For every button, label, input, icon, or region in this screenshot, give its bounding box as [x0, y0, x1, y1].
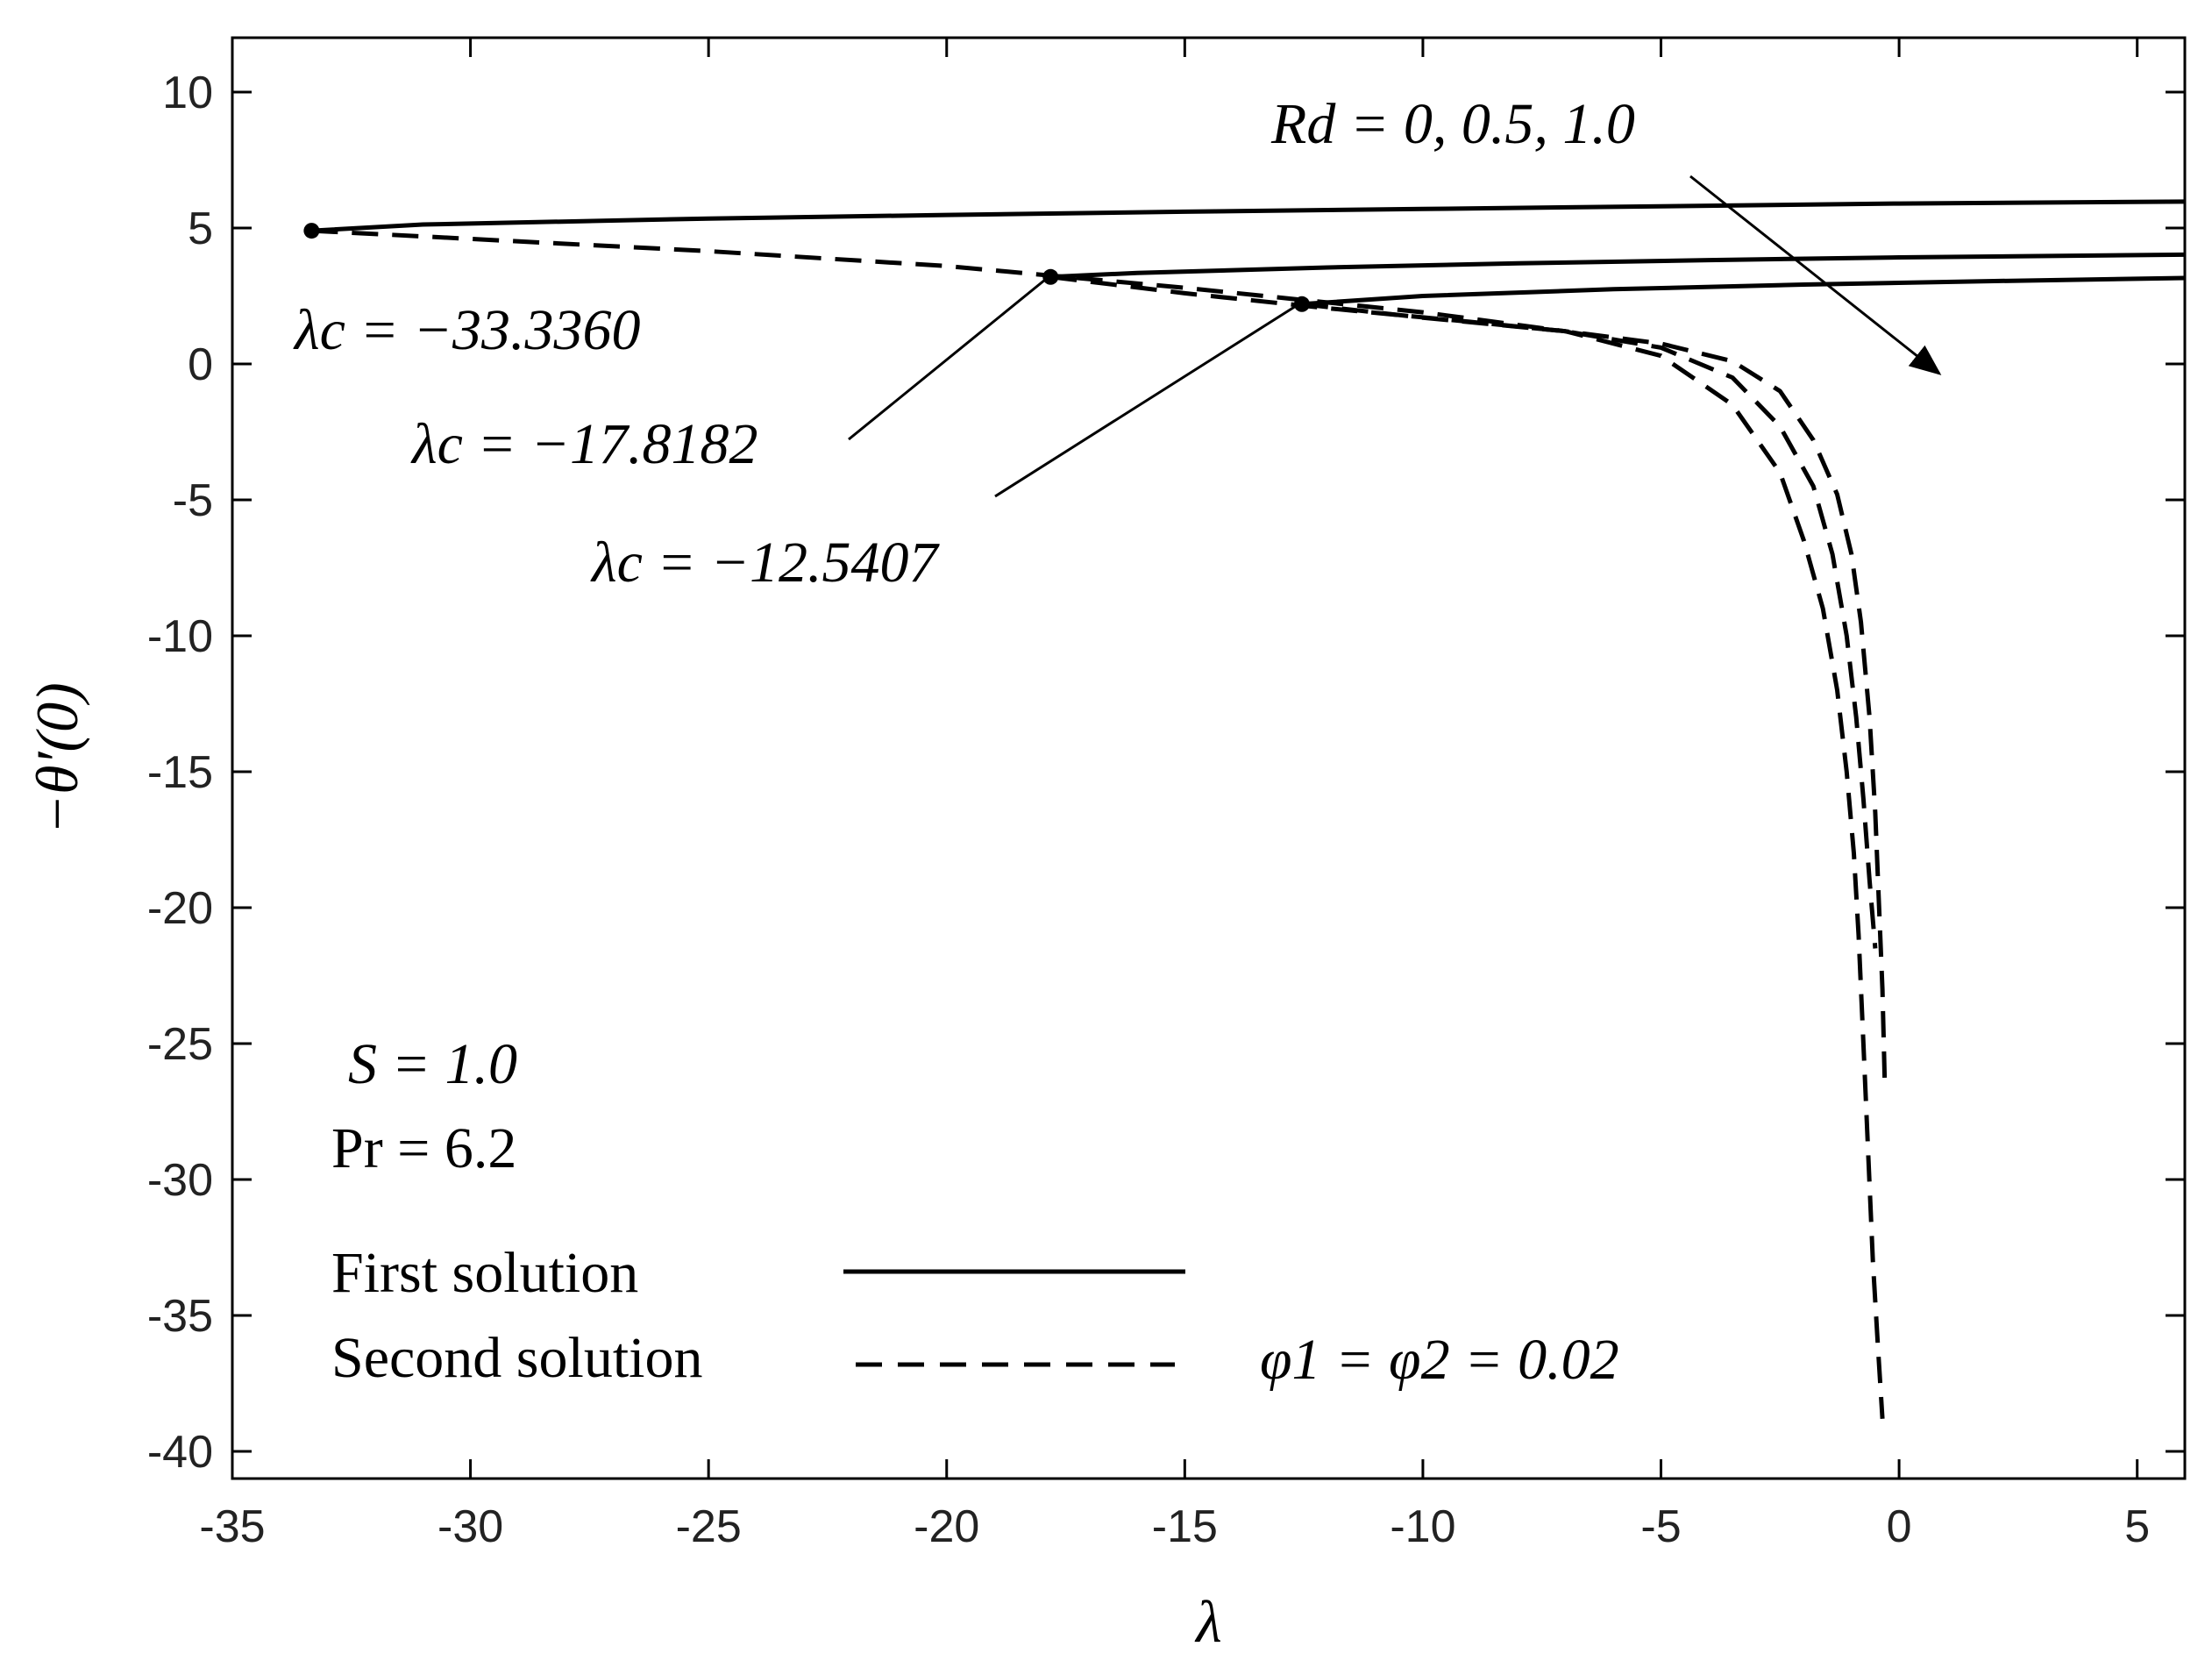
series-line-first-solution-0 — [311, 199, 2186, 233]
series-line-first-solution-1 — [1050, 252, 2186, 280]
pr-label: Pr = 6.2 — [331, 1116, 516, 1180]
critical-point-3 — [1293, 296, 1310, 312]
s-label: S = 1.0 — [348, 1032, 517, 1096]
y-axis-title: −θ′(0) — [24, 682, 90, 834]
y-tick-label: -15 — [147, 747, 213, 798]
legend: First solution Second solution — [331, 1241, 1185, 1390]
y-tick-label: -5 — [173, 475, 213, 526]
y-tick-label: 0 — [188, 339, 213, 390]
legend-label-first-solution: First solution — [331, 1241, 638, 1305]
series-layer — [311, 199, 2186, 1419]
x-tick-label: 0 — [1887, 1501, 1912, 1552]
series-line-second-solution-4 — [1049, 274, 1878, 949]
critical-point-2 — [1042, 268, 1059, 285]
rd-arrow — [1689, 175, 1942, 375]
x-tick-label: -25 — [676, 1501, 742, 1552]
series-line-second-solution-5 — [1301, 302, 1888, 1085]
lambda-c-label-1: λc = −33.3360 — [293, 298, 640, 362]
critical-point-1 — [303, 223, 320, 239]
x-tick-label: 5 — [2124, 1501, 2150, 1552]
y-tick-label: -30 — [147, 1155, 213, 1206]
x-axis-ticks: -35 -30 -25 -20 -15 -10 -5 0 5 — [199, 38, 2150, 1552]
x-tick-label: -10 — [1390, 1501, 1455, 1552]
leader-line-lambda-c-2 — [848, 278, 1046, 441]
y-tick-label: -35 — [147, 1291, 213, 1342]
y-axis-ticks: 10 5 0 -5 -10 -15 -20 -25 -30 -35 -40 — [147, 68, 2185, 1478]
legend-label-second-solution: Second solution — [331, 1326, 703, 1390]
rd-label: Rd = 0, 0.5, 1.0 — [1270, 92, 1635, 156]
y-tick-label: -40 — [147, 1427, 213, 1478]
critical-points-layer — [303, 223, 1310, 312]
lambda-c-label-3: λc = −12.5407 — [590, 531, 940, 595]
series-line-second-solution-3 — [311, 228, 1885, 1419]
x-tick-label: -35 — [199, 1501, 265, 1552]
lambda-c-label-2: λc = −17.8182 — [410, 412, 757, 476]
x-tick-label: -30 — [437, 1501, 503, 1552]
x-axis-title: λ — [1194, 1588, 1221, 1655]
leader-line-lambda-c-3 — [994, 304, 1297, 498]
series-line-first-solution-2 — [1301, 275, 2186, 307]
y-tick-label: -20 — [147, 883, 213, 934]
x-tick-label: -15 — [1152, 1501, 1218, 1552]
y-tick-label: -25 — [147, 1019, 213, 1070]
x-tick-label: -5 — [1640, 1501, 1681, 1552]
phi-label: φ1 = φ2 = 0.02 — [1260, 1328, 1619, 1392]
y-tick-label: -10 — [147, 611, 213, 662]
x-tick-label: -20 — [914, 1501, 979, 1552]
y-tick-label: 5 — [188, 203, 213, 254]
y-tick-label: 10 — [162, 68, 213, 118]
